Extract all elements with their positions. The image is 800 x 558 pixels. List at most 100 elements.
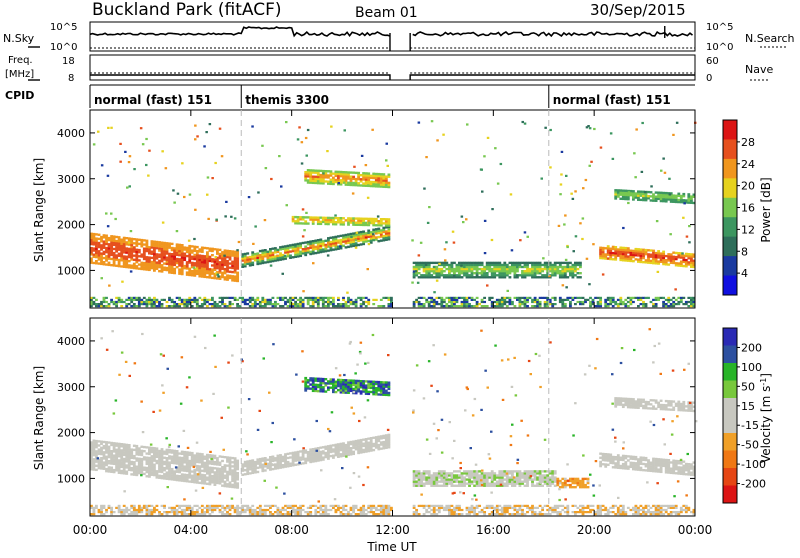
- heatmap-cell: [229, 303, 232, 305]
- heatmap-cell: [219, 267, 222, 269]
- heatmap-cell: [637, 252, 640, 254]
- heatmap-cell: [249, 305, 252, 307]
- heatmap-cell: [451, 301, 454, 303]
- heatmap-cell: [178, 457, 181, 459]
- heatmap-cell: [241, 257, 244, 259]
- heatmap-cell: [511, 474, 514, 476]
- heatmap-cell: [425, 470, 428, 472]
- heatmap-cell: [382, 445, 385, 447]
- heatmap-cell: [687, 202, 690, 204]
- heatmap-cell: [687, 257, 690, 259]
- heatmap-cell: [176, 460, 179, 462]
- heatmap-cell: [151, 267, 154, 269]
- heatmap-cell: [456, 270, 459, 272]
- heatmap-cell: [214, 461, 217, 463]
- heatmap-cell: [216, 265, 219, 267]
- heatmap-cell: [372, 239, 375, 241]
- heatmap-cell: [254, 259, 257, 261]
- heatmap-cell: [566, 264, 569, 266]
- heatmap-cell: [665, 303, 668, 305]
- heatmap-cell: [251, 264, 254, 266]
- heatmap-cell: [264, 305, 267, 307]
- heatmap-cell: [514, 485, 517, 487]
- heatmap-cell: [251, 303, 254, 305]
- heatmap-cell: [453, 481, 456, 483]
- heatmap-cell: [332, 240, 335, 242]
- heatmap-cell: [129, 155, 132, 157]
- heatmap-cell: [612, 297, 615, 299]
- heatmap-cell: [556, 482, 559, 484]
- heatmap-cell: [140, 239, 143, 241]
- heatmap-cell: [445, 472, 448, 474]
- heatmap-cell: [365, 440, 368, 442]
- heatmap-cell: [493, 474, 496, 476]
- heatmap-cell: [375, 230, 378, 232]
- heatmap-cell: [108, 452, 111, 454]
- heatmap-cell: [294, 305, 297, 307]
- heatmap-cell: [662, 259, 665, 261]
- heatmap-cell: [380, 381, 383, 383]
- heatmap-cell: [390, 299, 393, 301]
- heatmap-cell: [473, 470, 476, 472]
- heatmap-cell: [632, 252, 635, 254]
- heatmap-cell: [151, 299, 154, 301]
- heatmap-cell: [261, 299, 264, 301]
- heatmap-cell: [526, 274, 529, 276]
- heatmap-cell: [118, 459, 121, 461]
- heatmap-cell: [203, 470, 206, 472]
- heatmap-cell: [246, 263, 249, 265]
- heatmap-cell: [226, 456, 229, 458]
- heatmap-cell: [496, 301, 499, 303]
- heatmap-cell: [624, 303, 627, 305]
- heatmap-cell: [435, 268, 438, 270]
- heatmap-cell: [299, 255, 302, 257]
- heatmap-cell: [123, 445, 126, 447]
- heatmap-cell: [322, 386, 325, 388]
- heatmap-cell: [418, 272, 421, 274]
- heatmap-cell: [501, 476, 504, 478]
- heatmap-cell: [105, 263, 108, 265]
- heatmap-cell: [297, 451, 300, 453]
- heatmap-cell: [332, 455, 335, 457]
- heatmap-cell: [110, 456, 113, 458]
- heatmap-cell: [468, 470, 471, 472]
- heatmap-cell: [256, 263, 259, 265]
- heatmap-cell: [506, 470, 509, 472]
- heatmap-cell: [372, 381, 375, 383]
- heatmap-cell: [216, 303, 219, 305]
- heatmap-cell: [147, 175, 150, 177]
- noise-panel-frame: [90, 22, 695, 51]
- heatmap-cell: [524, 305, 527, 307]
- heatmap-cell: [355, 172, 358, 174]
- heatmap-cell: [105, 460, 108, 462]
- heatmap-cell: [322, 456, 325, 458]
- heatmap-cell: [302, 242, 305, 244]
- heatmap-cell: [516, 274, 519, 276]
- heatmap-cell: [468, 481, 471, 483]
- heatmap-cell: [637, 199, 640, 201]
- heatmap-cell: [95, 242, 98, 244]
- heatmap-cell: [196, 252, 199, 254]
- heatmap-cell: [347, 171, 350, 173]
- heatmap-cell: [685, 301, 688, 303]
- heatmap-cell: [524, 231, 527, 233]
- heatmap-cell: [252, 243, 255, 245]
- heatmap-cell: [342, 305, 345, 307]
- heatmap-cell: [176, 230, 179, 232]
- heatmap-cell: [206, 458, 209, 460]
- heatmap-cell: [209, 477, 212, 479]
- heatmap-cell: [350, 221, 353, 223]
- heatmap-cell: [101, 277, 104, 279]
- heatmap-cell: [355, 242, 358, 244]
- heatmap-cell: [367, 301, 370, 303]
- heatmap-cell: [166, 305, 169, 307]
- heatmap-cell: [231, 469, 234, 471]
- heatmap-cell: [207, 176, 210, 178]
- heatmap-cell: [176, 266, 179, 268]
- heatmap-cell: [226, 485, 229, 487]
- heatmap-cell: [561, 486, 564, 488]
- heatmap-cell: [256, 471, 259, 473]
- heatmap-cell: [98, 444, 101, 446]
- heatmap-cell: [660, 196, 663, 198]
- heatmap-cell: [466, 478, 469, 480]
